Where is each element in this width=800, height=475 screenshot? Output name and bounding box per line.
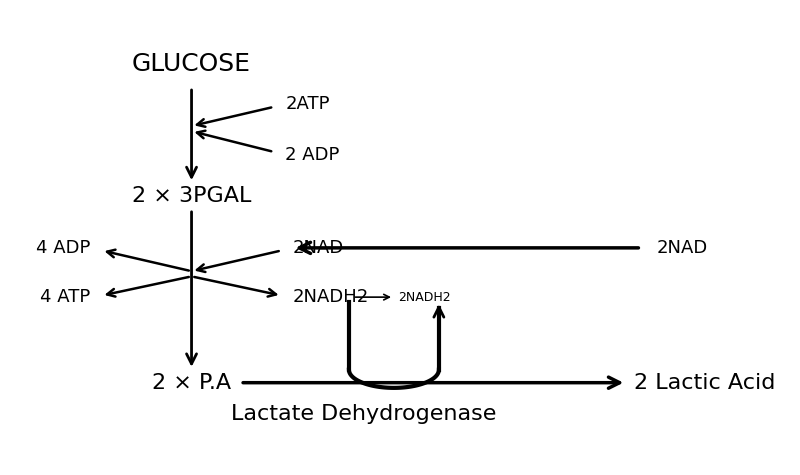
Text: 2NAD: 2NAD [293, 239, 344, 257]
Text: 2NADH2: 2NADH2 [398, 291, 450, 304]
Text: 2ATP: 2ATP [286, 95, 330, 113]
Text: 2NADH2: 2NADH2 [293, 288, 369, 306]
Text: 4 ATP: 4 ATP [40, 288, 90, 306]
Text: 2 ADP: 2 ADP [286, 145, 340, 163]
Text: 2NAD: 2NAD [656, 239, 707, 257]
Text: 2 × 3PGAL: 2 × 3PGAL [132, 186, 251, 206]
Text: 2 Lactic Acid: 2 Lactic Acid [634, 373, 775, 393]
Text: 4 ADP: 4 ADP [36, 239, 90, 257]
Text: Lactate Dehydrogenase: Lactate Dehydrogenase [231, 404, 497, 424]
Text: GLUCOSE: GLUCOSE [132, 52, 251, 76]
Text: 2 × P.A: 2 × P.A [152, 373, 231, 393]
